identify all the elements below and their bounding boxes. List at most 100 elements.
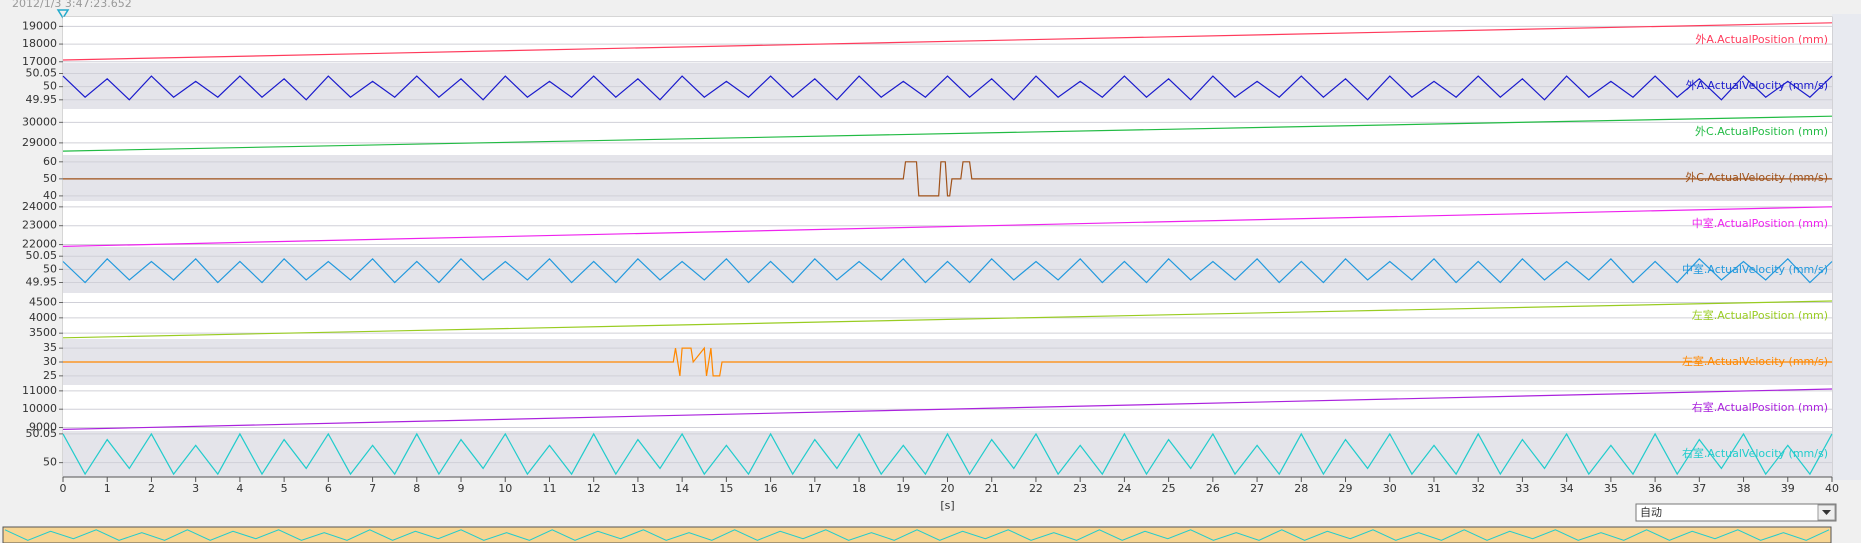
signal-line <box>62 115 1833 152</box>
x-tick-label: 8 <box>413 482 420 495</box>
x-tick-label: 40 <box>1825 482 1839 495</box>
x-tick-label: 10 <box>498 482 512 495</box>
x-tick-label: 3 <box>192 482 199 495</box>
y-tick-label: 18000 <box>22 37 57 50</box>
x-tick-label: 31 <box>1427 482 1441 495</box>
y-tick-label: 50 <box>43 456 57 469</box>
track-label: 外C.ActualPosition (mm) <box>1695 125 1828 138</box>
x-tick-label: 4 <box>236 482 243 495</box>
track-background <box>63 63 1832 109</box>
overview-line <box>4 529 1830 541</box>
signal-line <box>62 206 1833 247</box>
x-tick-label: 7 <box>369 482 376 495</box>
y-tick-label: 29000 <box>22 136 57 149</box>
x-tick-label: 18 <box>852 482 866 495</box>
x-tick-label: 6 <box>325 482 332 495</box>
dropdown-arrow <box>1822 510 1831 515</box>
track-background <box>63 385 1832 431</box>
y-tick-label: 25 <box>43 369 57 382</box>
x-tick-label: 14 <box>675 482 689 495</box>
y-tick-label: 40 <box>43 189 57 202</box>
y-tick-label: 50 <box>43 80 57 93</box>
x-tick-label: 24 <box>1117 482 1131 495</box>
x-tick-label: 33 <box>1515 482 1529 495</box>
track-background <box>63 431 1832 477</box>
signal-line <box>63 161 1832 197</box>
track-label: 右室.ActualVelocity (mm/s) <box>1682 446 1828 460</box>
x-tick-label: 12 <box>587 482 601 495</box>
timestamp: 2012/1/3 3:47:23.652 <box>12 0 132 10</box>
y-tick-label: 35 <box>43 341 57 354</box>
signal-line <box>62 300 1833 339</box>
y-tick-label: 22000 <box>22 238 57 251</box>
x-tick-label: 22 <box>1029 482 1043 495</box>
y-tick-label: 50 <box>43 172 57 185</box>
x-tick-label: 1 <box>104 482 111 495</box>
y-tick-label: 11000 <box>22 384 57 397</box>
track-label: 左室.ActualVelocity (mm/s) <box>1682 354 1828 368</box>
signal-line <box>62 22 1833 61</box>
x-tick-label: 13 <box>631 482 645 495</box>
y-tick-label: 49.95 <box>26 275 58 288</box>
track-label: 中室.ActualPosition (mm) <box>1692 216 1828 230</box>
x-tick-label: 26 <box>1206 482 1220 495</box>
x-tick-label: 34 <box>1560 482 1574 495</box>
x-tick-label: 38 <box>1737 482 1751 495</box>
x-axis-label: [s] <box>940 499 954 512</box>
y-tick-label: 60 <box>43 155 57 168</box>
x-tick-label: 21 <box>985 482 999 495</box>
y-tick-label: 23000 <box>22 219 57 232</box>
track-label: 外A.ActualVelocity (mm/s) <box>1686 79 1828 92</box>
zoom-dropdown-text[interactable]: 自动 <box>1640 506 1662 519</box>
x-tick-label: 16 <box>764 482 778 495</box>
x-tick-label: 29 <box>1339 482 1353 495</box>
x-tick-label: 11 <box>542 482 556 495</box>
y-tick-label: 50.05 <box>26 67 58 80</box>
y-tick-label: 50.05 <box>26 249 58 262</box>
x-tick-label: 28 <box>1294 482 1308 495</box>
x-tick-label: 25 <box>1162 482 1176 495</box>
x-tick-label: 19 <box>896 482 910 495</box>
x-tick-label: 9 <box>458 482 465 495</box>
track-background <box>63 247 1832 293</box>
x-tick-label: 32 <box>1471 482 1485 495</box>
x-tick-label: 30 <box>1383 482 1397 495</box>
track-label: 外C.ActualVelocity (mm/s) <box>1685 171 1828 184</box>
y-tick-label: 24000 <box>22 200 57 213</box>
y-tick-label: 17000 <box>22 55 57 68</box>
x-tick-label: 35 <box>1604 482 1618 495</box>
y-tick-label: 10000 <box>22 402 57 415</box>
signal-line <box>62 75 1833 101</box>
overview-strip[interactable] <box>2 526 1832 543</box>
x-tick-label: 0 <box>60 482 67 495</box>
x-tick-label: 37 <box>1692 482 1706 495</box>
y-tick-label: 30000 <box>22 115 57 128</box>
signal-line <box>62 257 1833 284</box>
x-tick-label: 39 <box>1781 482 1795 495</box>
y-tick-label: 3500 <box>29 326 57 339</box>
y-tick-label: 50 <box>43 262 57 275</box>
signal-line <box>62 388 1833 430</box>
x-tick-label: 15 <box>719 482 733 495</box>
track-background <box>63 17 1832 63</box>
y-tick-label: 49.95 <box>26 93 58 106</box>
x-tick-label: 17 <box>808 482 822 495</box>
x-tick-label: 23 <box>1073 482 1087 495</box>
y-tick-label: 4000 <box>29 311 57 324</box>
y-tick-label: 50.05 <box>26 427 58 440</box>
zoom-dropdown[interactable] <box>1635 503 1837 522</box>
x-tick-label: 20 <box>941 482 955 495</box>
track-label: 左室.ActualPosition (mm) <box>1692 308 1828 322</box>
x-tick-label: 5 <box>281 482 288 495</box>
signal-line <box>62 432 1833 476</box>
track-label: 右室.ActualPosition (mm) <box>1692 400 1828 414</box>
track-label: 外A.ActualPosition (mm) <box>1695 33 1828 46</box>
signal-line <box>63 346 1832 377</box>
cursor-marker[interactable] <box>56 9 70 20</box>
y-tick-label: 4500 <box>29 296 57 309</box>
y-tick-label: 30 <box>43 355 57 368</box>
track-background <box>63 109 1832 155</box>
y-tick-label: 19000 <box>22 19 57 32</box>
